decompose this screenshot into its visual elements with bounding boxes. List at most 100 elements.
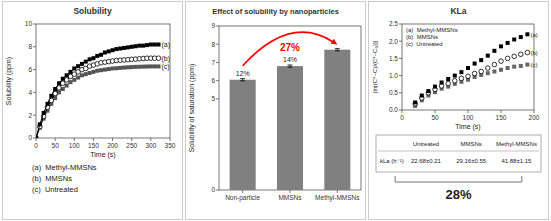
tick-label: Methyl-MMSNs (315, 194, 360, 202)
bracket (395, 176, 522, 182)
table-header: Untreated (413, 141, 439, 147)
point (122, 46, 126, 50)
point (519, 35, 523, 39)
point (88, 57, 92, 61)
arrow-line (243, 32, 333, 66)
point (91, 56, 95, 60)
tick-label: 300 (145, 142, 156, 149)
point (446, 77, 450, 81)
point (472, 71, 477, 76)
annotation: (b) (162, 55, 171, 63)
legend-entry: (a) Methyl-MMSNs (32, 163, 97, 172)
tick-label: 100 (69, 142, 80, 149)
tick (468, 110, 469, 113)
point (36, 136, 38, 138)
tick-label: Non-particle (225, 194, 260, 202)
line (36, 58, 159, 138)
tick (216, 190, 219, 191)
point (499, 68, 503, 72)
point (137, 65, 141, 69)
tick-label: 2 (28, 112, 32, 119)
point (95, 54, 99, 58)
point (126, 65, 130, 69)
tick (216, 26, 219, 27)
point (486, 71, 490, 75)
arrow-head (331, 39, 338, 45)
arrow (243, 32, 338, 66)
point (525, 50, 530, 55)
point (118, 47, 122, 51)
tick-label: 7 (211, 59, 215, 66)
point (492, 49, 496, 53)
annotation: (c) (162, 63, 170, 71)
plot-frame (219, 26, 361, 190)
point (505, 56, 510, 61)
tick (150, 138, 151, 141)
tick (399, 92, 402, 93)
tick-label: 200 (529, 114, 540, 121)
tick (74, 138, 75, 141)
point (42, 111, 46, 115)
tick (216, 44, 219, 45)
point (99, 68, 103, 72)
panel: Effect of solubility by nanoparticles056… (186, 2, 366, 220)
point (512, 65, 516, 69)
bar (324, 50, 350, 190)
point (122, 66, 126, 70)
point (492, 69, 496, 73)
point (499, 59, 504, 64)
point (137, 44, 141, 48)
point (76, 64, 80, 68)
point (149, 43, 153, 47)
tick-label: 50 (431, 114, 439, 121)
point (65, 73, 69, 77)
point (80, 62, 84, 66)
point (145, 65, 149, 69)
legend-entry: (c) Untreated (406, 41, 443, 47)
tick (170, 138, 171, 141)
point (134, 65, 138, 69)
point (91, 70, 95, 74)
tick-label: 0 (34, 142, 38, 149)
point (479, 58, 483, 62)
table-frame (376, 135, 541, 172)
tick (33, 138, 36, 139)
error-bar (335, 49, 340, 51)
point (84, 60, 88, 64)
point (426, 89, 430, 93)
tick (242, 190, 243, 193)
point (519, 64, 523, 68)
point (134, 44, 138, 48)
table-cell: 29.16±0.55 (456, 158, 487, 164)
tick (534, 110, 535, 113)
line (36, 45, 159, 138)
axis-title: Solubility (ppm) (5, 57, 13, 105)
error-bar (240, 79, 245, 81)
point (53, 87, 57, 91)
title: Effect of solubility by nanoparticles (212, 7, 339, 16)
point (126, 45, 130, 49)
tick-label: 150 (88, 142, 99, 149)
point (72, 66, 76, 70)
point (157, 43, 161, 47)
title: KLa (450, 6, 466, 16)
tick-label: 1.5 (389, 55, 398, 62)
point (433, 85, 437, 89)
panel-frame (3, 2, 183, 220)
point (103, 51, 107, 55)
point (99, 53, 103, 57)
point (45, 102, 49, 106)
tick (33, 46, 36, 47)
tick-label: 200 (107, 142, 118, 149)
panel: Solubility0246810050100150200250300350Ti… (3, 2, 183, 220)
legend-entry: (b) MMSNs (406, 34, 438, 40)
plot-frame (36, 24, 170, 138)
tick (33, 92, 36, 93)
table-cell: 41.88±1.15 (501, 158, 532, 164)
table-row-label: kLa (h⁻¹) (380, 158, 404, 164)
point (36, 136, 38, 138)
point (64, 78, 69, 83)
figure: Solubility0246810050100150200250300350Ti… (0, 0, 551, 221)
point (88, 71, 92, 75)
tick (501, 110, 502, 113)
